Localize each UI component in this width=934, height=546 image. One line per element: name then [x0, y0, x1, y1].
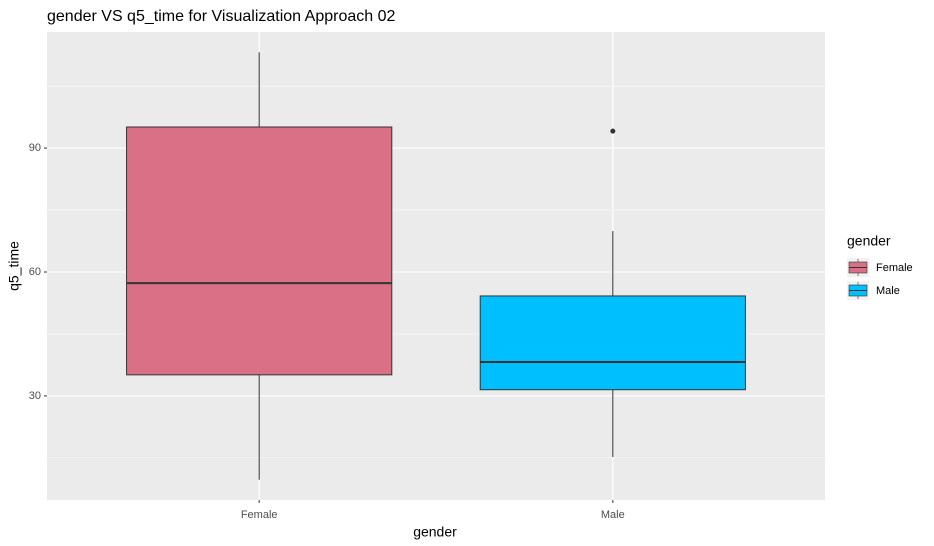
y-tick-label: 60	[29, 266, 41, 278]
x-tick-label: Male	[601, 509, 625, 521]
y-axis-label: q5_time	[6, 241, 22, 291]
legend-title: gender	[847, 233, 891, 249]
legend-label: Male	[876, 285, 900, 297]
x-tick-label: Female	[241, 509, 278, 521]
y-tick-label: 90	[29, 142, 41, 154]
outlier	[610, 128, 616, 134]
box	[479, 295, 746, 391]
y-tick-label: 30	[29, 390, 41, 402]
x-axis-label: gender	[413, 524, 457, 540]
legend-label: Female	[876, 262, 913, 274]
box	[126, 126, 393, 376]
chart-title: gender VS q5_time for Visualization Appr…	[47, 8, 395, 25]
